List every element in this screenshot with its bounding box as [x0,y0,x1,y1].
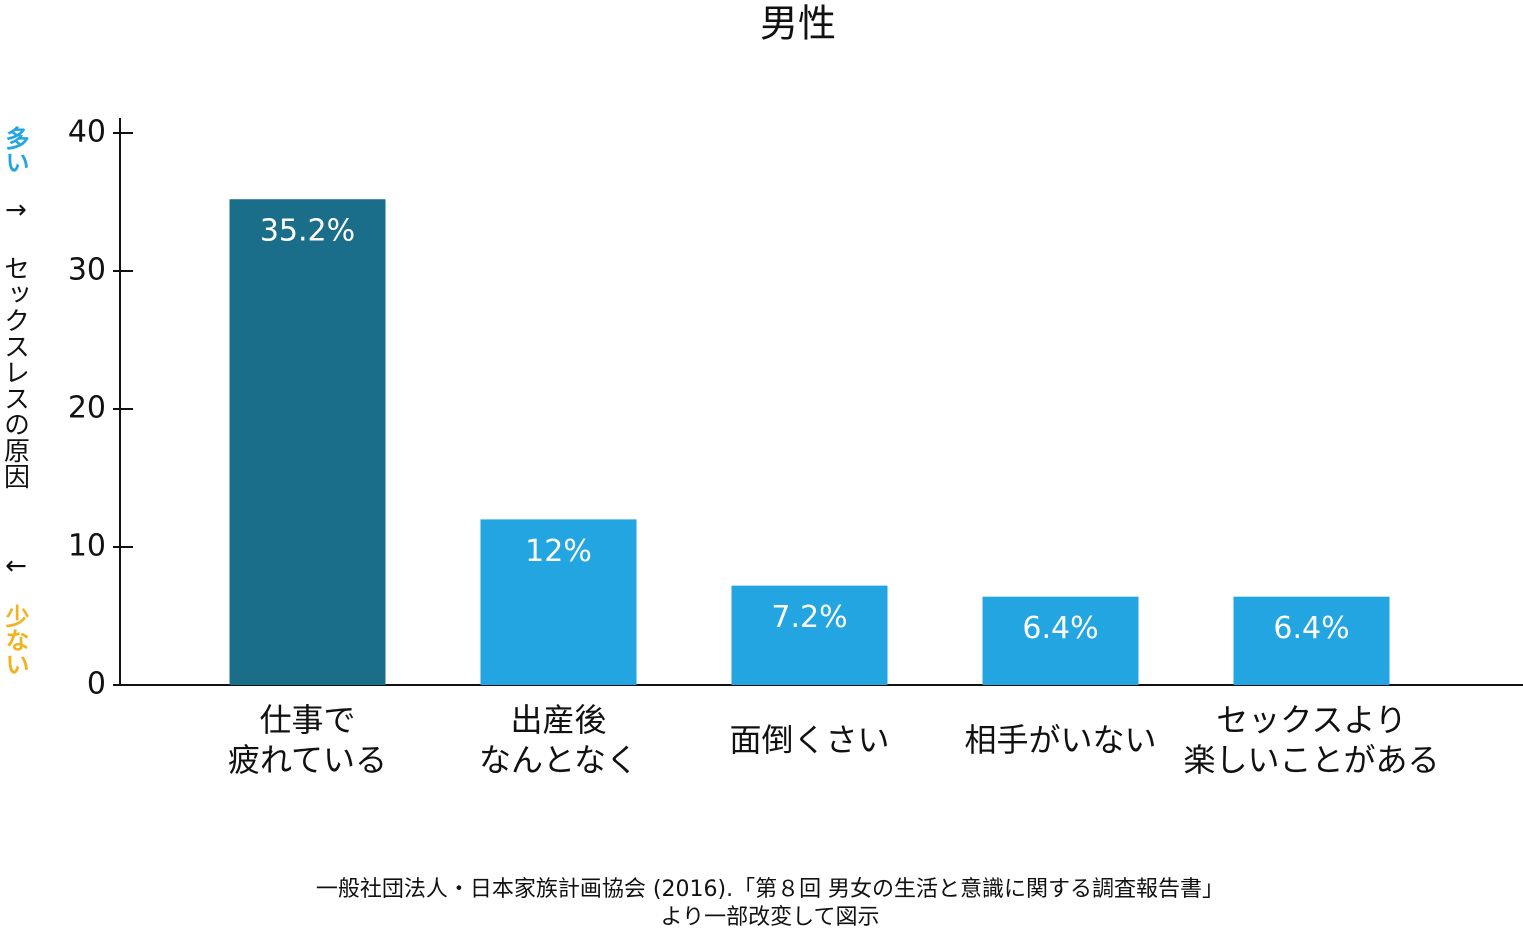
value-label: 6.4% [1273,611,1349,646]
y-tick-label: 40 [68,115,106,150]
y-axis-label: セックスレスの原因 [0,255,30,489]
y-axis-label: ↓ [0,555,30,577]
y-tick-label: 0 [87,667,106,702]
source-note: より一部改変して図示 [661,905,880,930]
y-tick-label: 30 [68,253,106,288]
value-label: 6.4% [1022,611,1098,646]
value-label: 7.2% [771,600,847,635]
y-axis-label: 少ない [1,604,30,676]
x-tick-label: 相手がいない [964,721,1156,759]
y-tick-label: 10 [68,529,106,564]
y-tick-label: 20 [68,391,106,426]
bar [480,519,637,685]
x-tick-label: セックスより楽しいことがある [1183,701,1439,779]
y-axis-label: 多い [1,126,29,174]
bar [229,199,386,686]
value-label: 35.2% [260,214,355,249]
x-tick-label: 仕事で疲れている [228,701,387,779]
bar [982,596,1139,685]
y-axis-label: ↑ [0,199,30,221]
x-tick-label: 出産後なんとなく [479,701,638,779]
chart-title: 男性 [760,2,836,46]
bar [1233,596,1390,685]
bar [731,585,888,685]
value-label: 12% [525,534,592,569]
x-tick-label: 面倒くさい [729,721,889,759]
source-note: 一般社団法人・日本家族計画協会 (2016).「第８回 男女の生活と意識に関する… [316,877,1224,902]
